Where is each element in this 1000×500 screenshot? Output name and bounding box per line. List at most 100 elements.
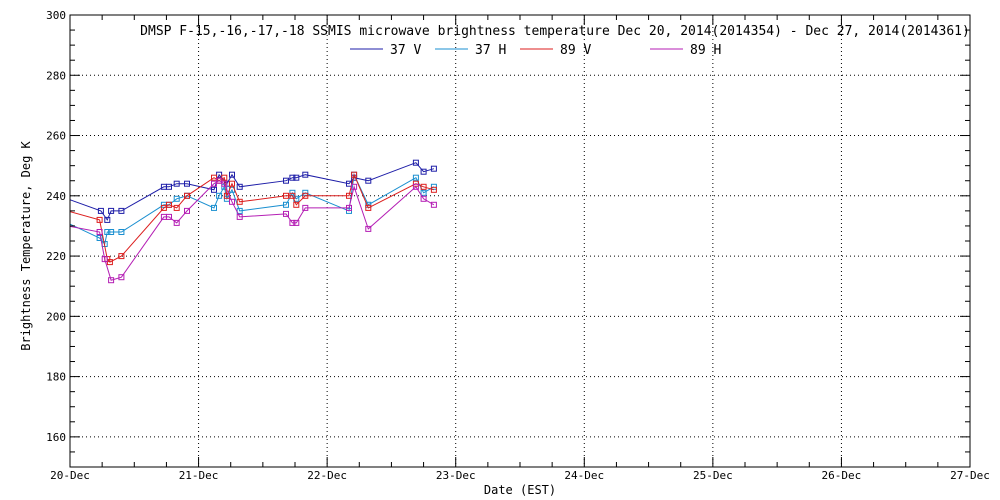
data-point-37-h [96,235,103,241]
y-tick-label: 240 [46,190,66,203]
data-point-89-h [118,274,125,281]
y-axis-title: Brightness Temperature, Deg K [19,140,33,350]
data-point-89-v [293,201,300,208]
data-point-37-v [420,168,427,175]
axis-labels: 160 180 200 220 240 260 280 300 20-Dec 21-Dec 22-D… [46,9,990,482]
legend-item-37-v: 37 V [350,43,421,58]
data-point-37-v [184,180,190,187]
x-tick-label: 22-Dec [307,469,347,482]
data-point-89-h [365,225,372,232]
x-tick-label: 25-Dec [693,469,733,482]
data-point-37-v [293,174,300,181]
data-point-37-h [118,229,125,235]
data-point-37-h [211,204,217,211]
legend-label-89-v: 89 V [560,43,591,58]
data-point-89-v [283,192,289,199]
data-point-89-v [184,192,190,199]
legend-item-37-h: 37 H [435,43,506,58]
series-group [70,159,437,284]
data-point-89-v [430,186,437,193]
series-37-v [70,159,437,223]
data-point-89-h [283,210,289,217]
data-point-89-h [302,204,309,211]
legend-label-37-v: 37 V [390,43,421,58]
data-point-89-v [173,204,180,211]
data-point-89-h [101,256,108,263]
data-point-89-h [173,219,180,226]
legend-label-37-h: 37 H [475,43,506,58]
grid [70,15,970,467]
data-point-37-h [104,229,111,235]
data-point-89-h [96,229,103,235]
series-89-h [70,177,437,284]
data-point-89-h [229,198,235,205]
data-point-37-v [166,183,172,190]
data-point-37-v [430,165,437,172]
data-point-37-v [173,180,180,187]
data-point-37-v [229,171,235,178]
data-point-89-v [289,192,296,199]
data-point-37-h [412,174,419,181]
legend: 37 V 37 H 89 V 89 H [350,43,721,58]
axis-ticks [69,14,971,468]
data-point-89-v [96,216,103,223]
data-point-37-v [412,159,419,166]
data-point-37-v [365,177,372,184]
series-line-89-v [70,173,435,263]
x-tick-label: 27-Dec [950,469,990,482]
data-point-89-h [289,219,296,226]
data-point-89-v [420,183,427,190]
data-point-37-h [283,201,289,208]
y-tick-label: 280 [46,69,66,82]
data-point-89-h [293,219,300,226]
data-point-89-h [430,201,437,208]
data-point-37-v [289,174,296,181]
data-point-89-h [236,213,243,220]
legend-item-89-h: 89 H [650,43,721,58]
data-point-89-v [365,204,372,211]
legend-item-89-v: 89 V [520,43,591,58]
series-line-89-h [70,180,435,281]
data-point-89-h [184,207,190,214]
data-point-89-h [346,204,352,211]
y-tick-label: 260 [46,130,66,143]
y-tick-label: 200 [46,310,66,323]
data-point-37-v [104,216,111,223]
data-point-89-h [166,213,172,220]
chart-title: DMSP F-15,-16,-17,-18 SSMIS microwave br… [140,24,970,39]
data-point-37-h [420,189,427,196]
data-point-89-h [420,195,427,202]
data-point-37-v [118,207,125,214]
x-tick-label: 21-Dec [179,469,219,482]
data-point-89-h [351,183,358,190]
data-point-37-v [97,207,104,214]
x-tick-label: 23-Dec [436,469,476,482]
y-tick-label: 180 [46,371,66,384]
data-point-37-h [216,192,223,199]
y-tick-label: 220 [46,250,66,263]
data-point-37-h [173,195,180,202]
data-point-89-h [108,277,115,284]
legend-label-89-h: 89 H [690,43,721,58]
data-point-37-v [283,177,289,184]
x-tick-label: 24-Dec [564,469,604,482]
data-point-89-v [302,192,309,199]
data-point-89-v [160,204,167,211]
data-point-89-v [166,201,172,208]
x-tick-label: 26-Dec [822,469,862,482]
data-point-89-h [412,183,419,190]
data-point-89-v [351,171,358,178]
data-point-89-v [118,253,125,260]
data-point-37-h [108,229,115,235]
y-tick-label: 160 [46,431,66,444]
data-point-37-v [211,186,217,193]
data-point-37-v [108,207,115,214]
data-point-89-h [221,180,228,187]
data-point-89-v [236,198,243,205]
x-axis-title: Date (EST) [484,483,556,497]
data-point-37-v [236,183,243,190]
data-point-89-v [229,180,235,187]
x-tick-label: 20-Dec [50,469,90,482]
